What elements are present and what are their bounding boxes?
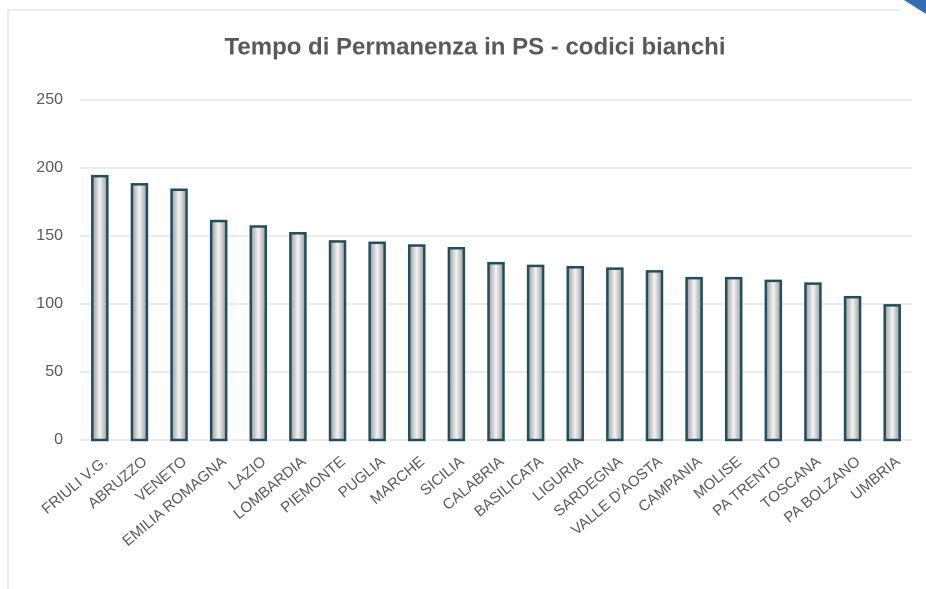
bar: [843, 295, 862, 442]
bar: [804, 282, 822, 442]
bar: [447, 246, 466, 442]
bar: [289, 232, 307, 442]
bar: [526, 264, 545, 442]
y-tick-label: 100: [36, 295, 63, 312]
y-tick-label: 0: [54, 431, 63, 448]
bar: [170, 188, 188, 442]
bar: [606, 267, 624, 442]
bar: [91, 174, 109, 442]
bar: [645, 270, 664, 442]
bar: [130, 183, 149, 442]
bar: [328, 240, 347, 442]
y-tick-label: 150: [36, 227, 63, 244]
chart-title: Tempo di Permanenza in PS - codici bianc…: [225, 33, 726, 60]
y-tick-label: 250: [36, 91, 63, 108]
bar: [487, 261, 505, 442]
bar: [724, 276, 743, 442]
bar: [685, 276, 703, 442]
corner-icon: [904, 0, 926, 14]
bar: [249, 225, 268, 442]
bar: [883, 304, 901, 442]
y-tick-label: 50: [45, 363, 63, 380]
y-tick-label: 200: [36, 159, 63, 176]
bar: [408, 244, 426, 442]
bar: [764, 279, 783, 442]
bar: [566, 266, 584, 442]
bar: [209, 219, 228, 442]
bar: [368, 241, 386, 442]
